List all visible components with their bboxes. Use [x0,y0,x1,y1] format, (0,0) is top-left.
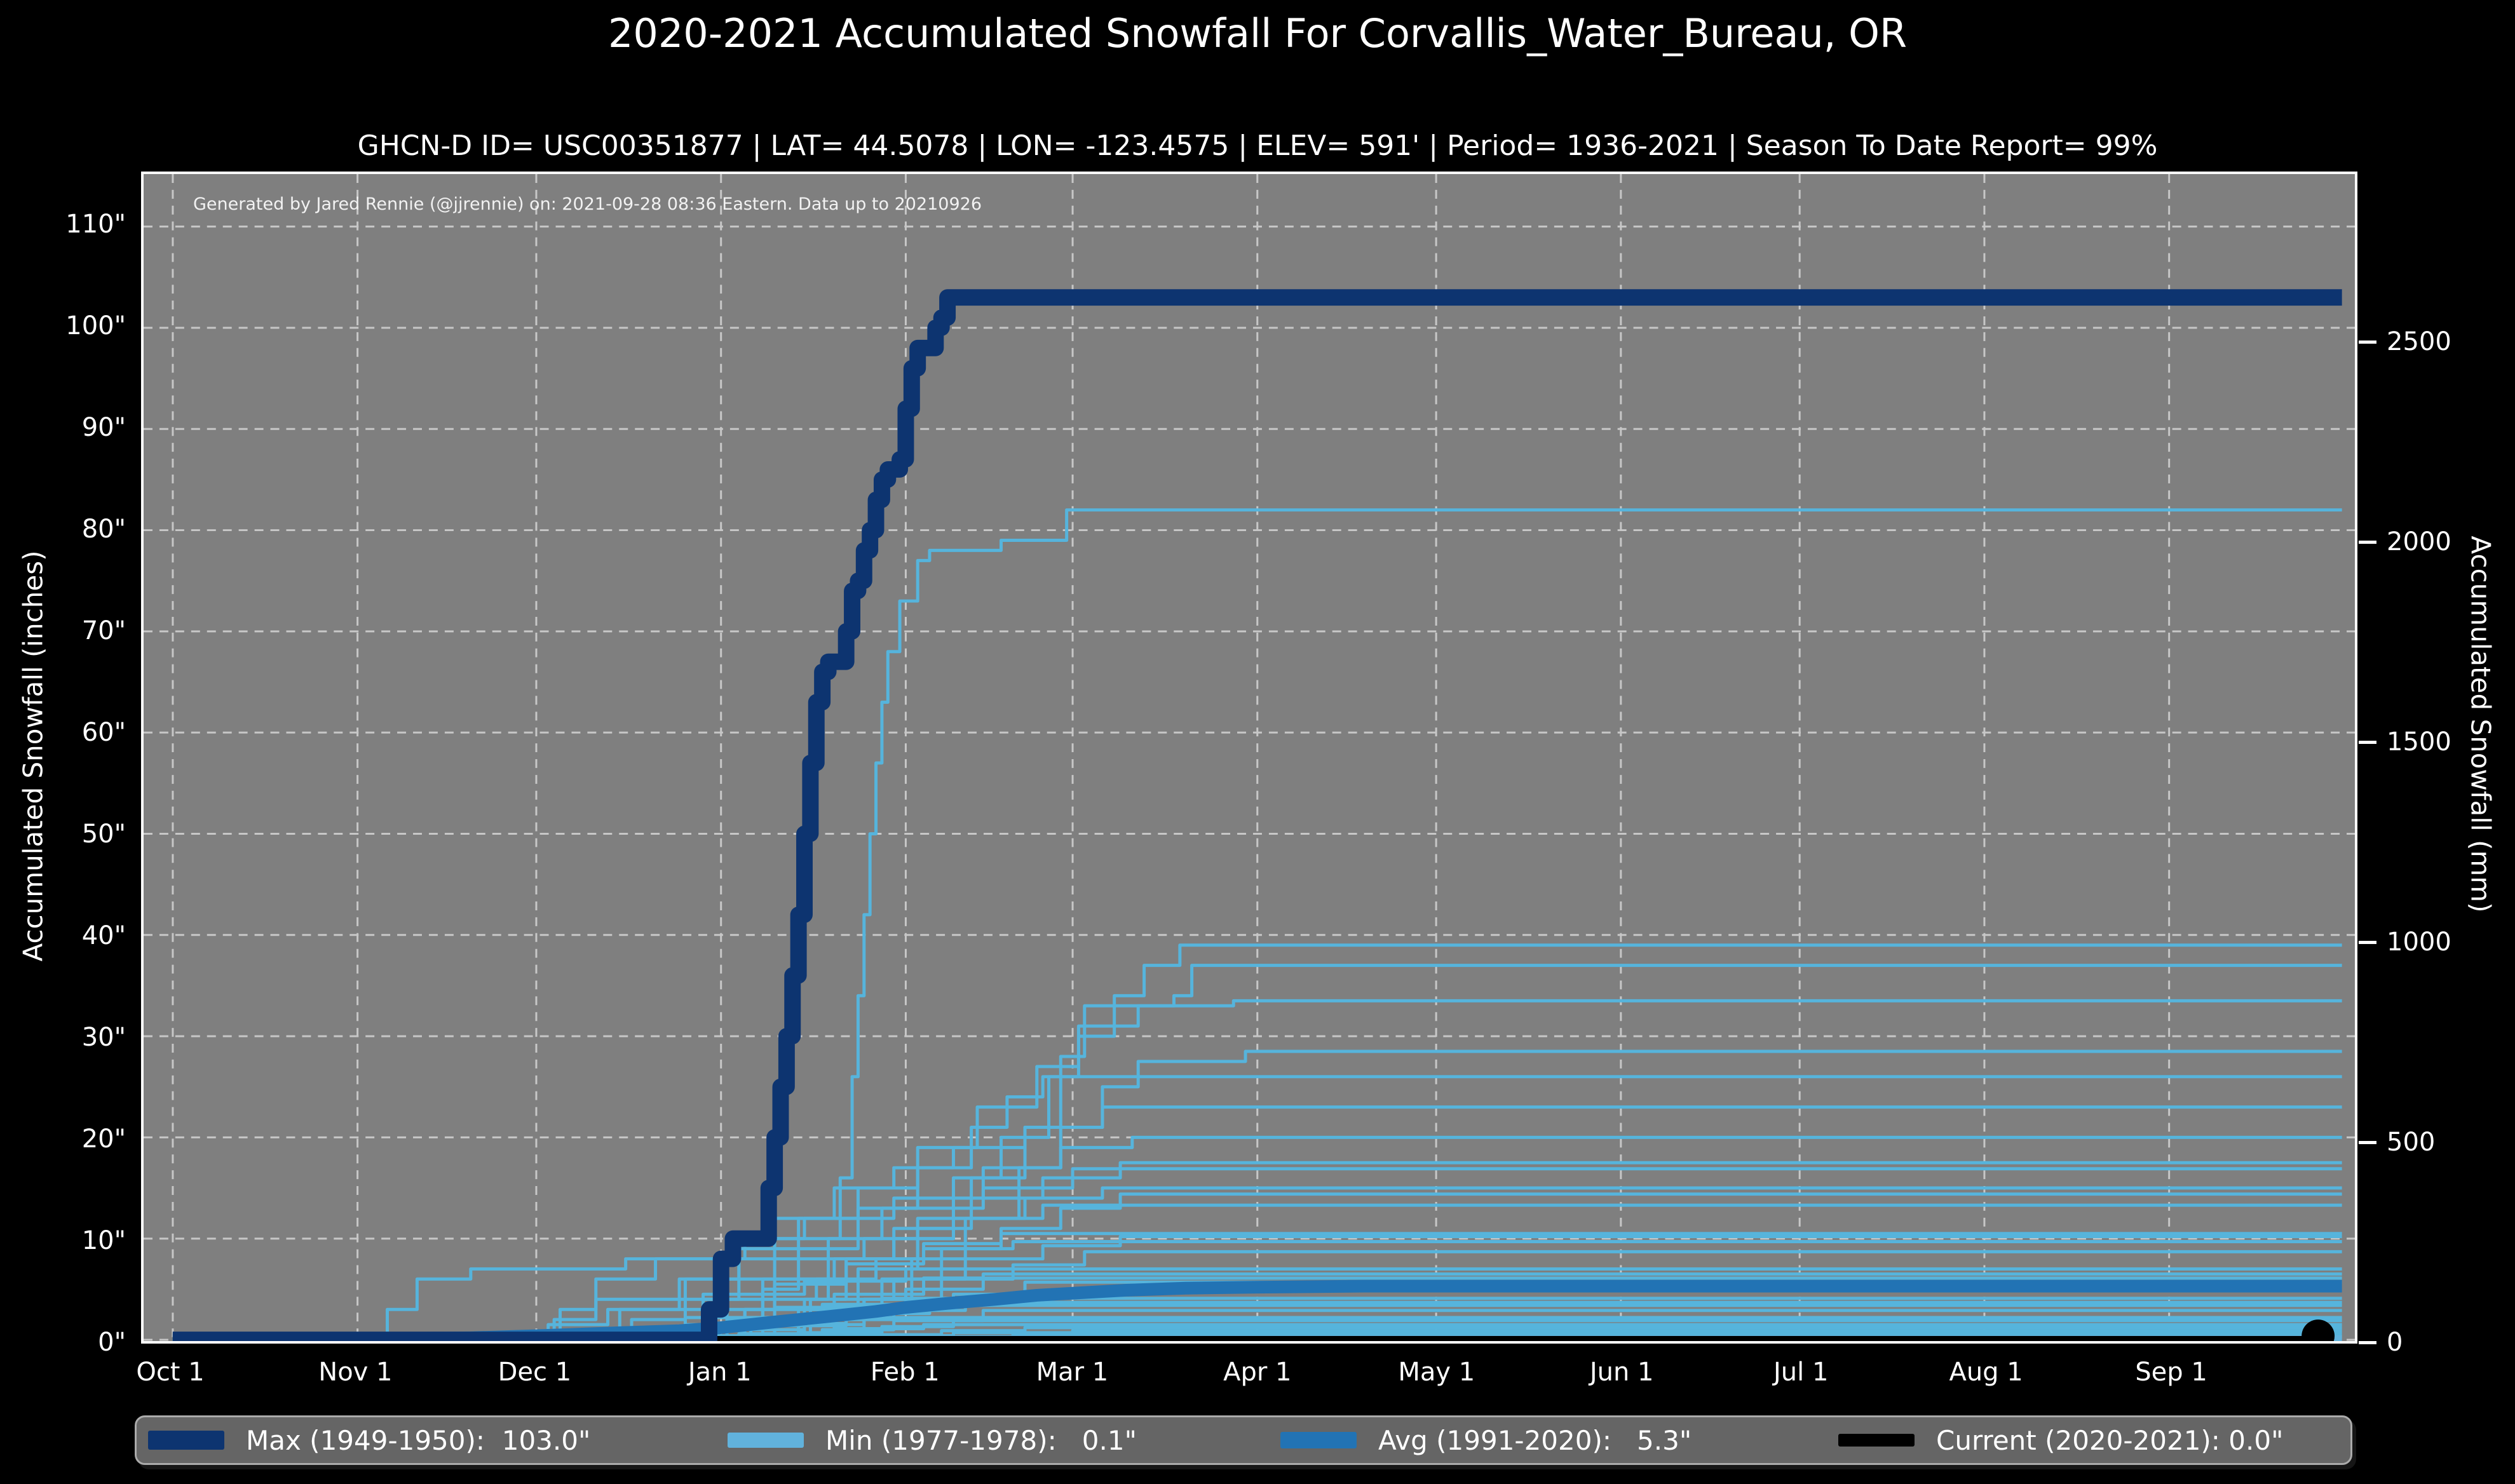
x-tick-label: Mar 1 [1036,1358,1109,1387]
y-left-tick-label: 20" [81,1124,126,1154]
legend-swatch [1280,1432,1357,1448]
y-axis-title-inches: Accumulated Snowfall (inches) [17,550,49,962]
y-right-tick-label: 1000 [2387,928,2451,957]
y-axis-title-mm: Accumulated Snowfall (mm) [2465,536,2497,913]
y-right-tick-label: 2000 [2387,527,2451,557]
x-tick-label: Apr 1 [1223,1358,1292,1387]
y-right-tick-mark [2359,941,2376,945]
current-season-dot [2301,1319,2335,1341]
y-left-tick-label: 10" [81,1226,126,1255]
legend-item: Avg (1991-2020): 5.3" [1280,1417,1691,1463]
y-left-tick-label: 30" [81,1023,126,1052]
y-right-tick-label: 0 [2387,1328,2403,1357]
x-tick-label: Dec 1 [498,1358,572,1387]
y-right-tick-mark [2359,341,2376,344]
legend-item: Max (1949-1950): 103.0" [148,1417,590,1463]
y-left-tick-label: 70" [81,616,126,645]
y-right-tick-mark [2359,741,2376,745]
legend-label: Avg (1991-2020): 5.3" [1378,1424,1692,1456]
chart-canvas [144,174,2355,1341]
legend-item: Min (1977-1978): 0.1" [728,1417,1137,1463]
x-tick-label: Feb 1 [870,1358,940,1387]
y-left-tick-label: 50" [81,820,126,849]
x-tick-label: Oct 1 [136,1358,205,1387]
x-tick-label: Sep 1 [2135,1358,2207,1387]
series-max [172,289,2342,1341]
y-left-tick-label: 80" [81,515,126,544]
x-tick-label: Aug 1 [1949,1358,2023,1387]
series-year-year-10 [172,1167,2342,1341]
legend-label: Current (2020-2021): 0.0" [1936,1424,2284,1456]
y-right-tick-label: 500 [2387,1128,2436,1157]
chart-title: 2020-2021 Accumulated Snowfall For Corva… [607,10,1908,57]
legend-swatch [148,1431,224,1450]
y-left-tick-label: 110" [65,210,126,239]
chart-subtitle: GHCN-D ID= USC00351877 | LAT= 44.5078 | … [357,130,2158,162]
gridlines [144,174,2355,1341]
y-left-tick-label: 100" [65,311,126,341]
legend-label: Min (1977-1978): 0.1" [825,1424,1137,1456]
x-tick-label: Jan 1 [688,1358,752,1387]
y-right-tick-mark [2359,1341,2376,1344]
y-right-tick-label: 1500 [2387,727,2451,757]
legend: Max (1949-1950): 103.0" Min (1977-1978): … [135,1415,2352,1465]
x-tick-label: May 1 [1398,1358,1475,1387]
x-tick-label: Jun 1 [1589,1358,1654,1387]
y-right-tick-label: 2500 [2387,327,2451,357]
y-right-tick-mark [2359,541,2376,544]
attribution-text: Generated by Jared Rennie (@jjrennie) on… [193,194,982,214]
y-right-tick-mark [2359,1141,2376,1145]
legend-swatch [1838,1434,1915,1447]
x-tick-label: Nov 1 [318,1358,393,1387]
legend-label: Max (1949-1950): 103.0" [246,1424,591,1456]
plot-area: Generated by Jared Rennie (@jjrennie) on… [141,172,2357,1344]
y-left-tick-label: 0" [98,1328,126,1357]
legend-swatch [728,1433,804,1448]
y-left-tick-label: 90" [81,413,126,442]
legend-item: Current (2020-2021): 0.0" [1838,1417,2283,1463]
x-tick-label: Jul 1 [1773,1358,1829,1387]
y-left-tick-label: 40" [81,921,126,950]
y-left-tick-label: 60" [81,718,126,747]
